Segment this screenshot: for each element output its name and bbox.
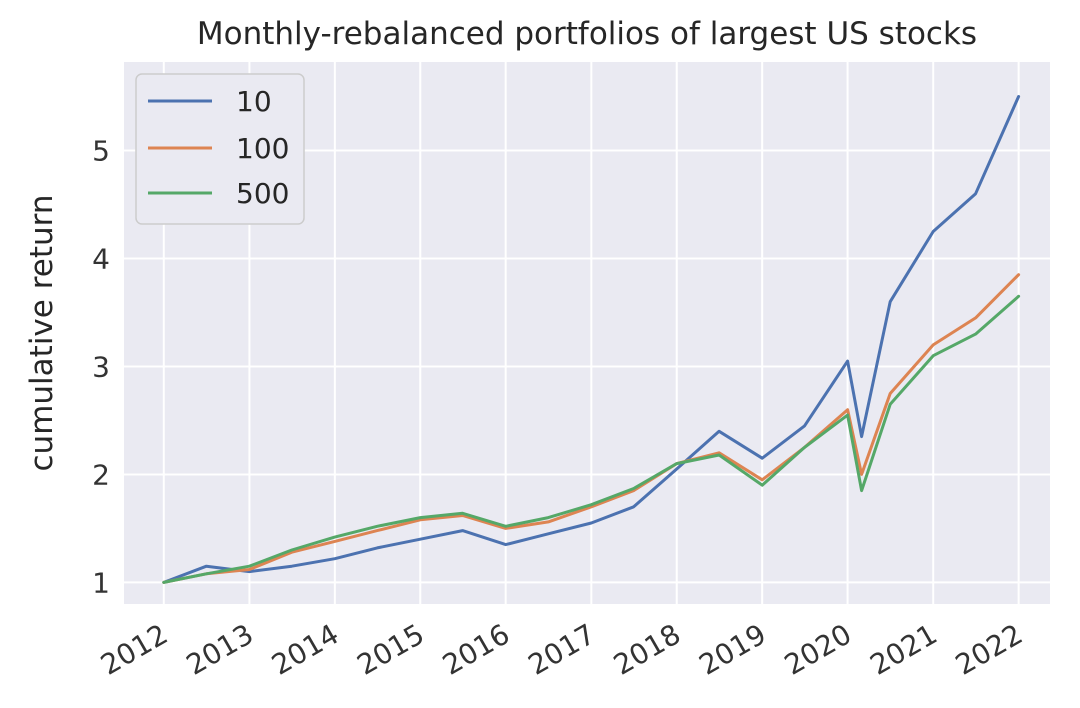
legend-label-100: 100 [236, 132, 289, 165]
x-tick-label-2018: 2018 [608, 617, 686, 681]
series-line-100 [162, 273, 1021, 584]
x-tick-label-2013: 2013 [181, 617, 259, 681]
y-tick-labels: 1 2 3 4 5 [92, 135, 110, 600]
legend: 10 100 500 [135, 73, 305, 225]
x-tick-labels: 2012 2013 2014 2015 2016 2017 2018 2019 2020 2021… [95, 617, 1028, 681]
x-tick-label-2017: 2017 [523, 617, 601, 681]
y-tick-label-3: 3 [92, 350, 110, 383]
x-tick-label-2015: 2015 [352, 617, 430, 681]
x-tick-label-2021: 2021 [865, 617, 943, 681]
y-tick-label-5: 5 [92, 135, 110, 168]
y-tick-label-2: 2 [92, 458, 110, 491]
legend-label-500: 500 [236, 177, 289, 210]
x-tick-label-2012: 2012 [95, 617, 173, 681]
y-tick-label-1: 1 [92, 566, 110, 599]
x-tick-label-2020: 2020 [779, 617, 857, 681]
series-line-500 [162, 294, 1021, 584]
series-line-10 [162, 95, 1021, 584]
x-tick-label-2016: 2016 [437, 617, 515, 681]
x-tick-label-2022: 2022 [950, 617, 1028, 681]
chart-title: Monthly-rebalanced portfolios of largest… [197, 16, 977, 52]
series-layer [162, 95, 1021, 584]
legend-box [135, 73, 305, 225]
x-tick-label-2014: 2014 [266, 617, 344, 681]
x-tick-label-2019: 2019 [693, 617, 771, 681]
y-tick-label-4: 4 [92, 243, 110, 276]
y-axis-label: cumulative return [24, 195, 60, 472]
legend-label-10: 10 [236, 85, 272, 118]
